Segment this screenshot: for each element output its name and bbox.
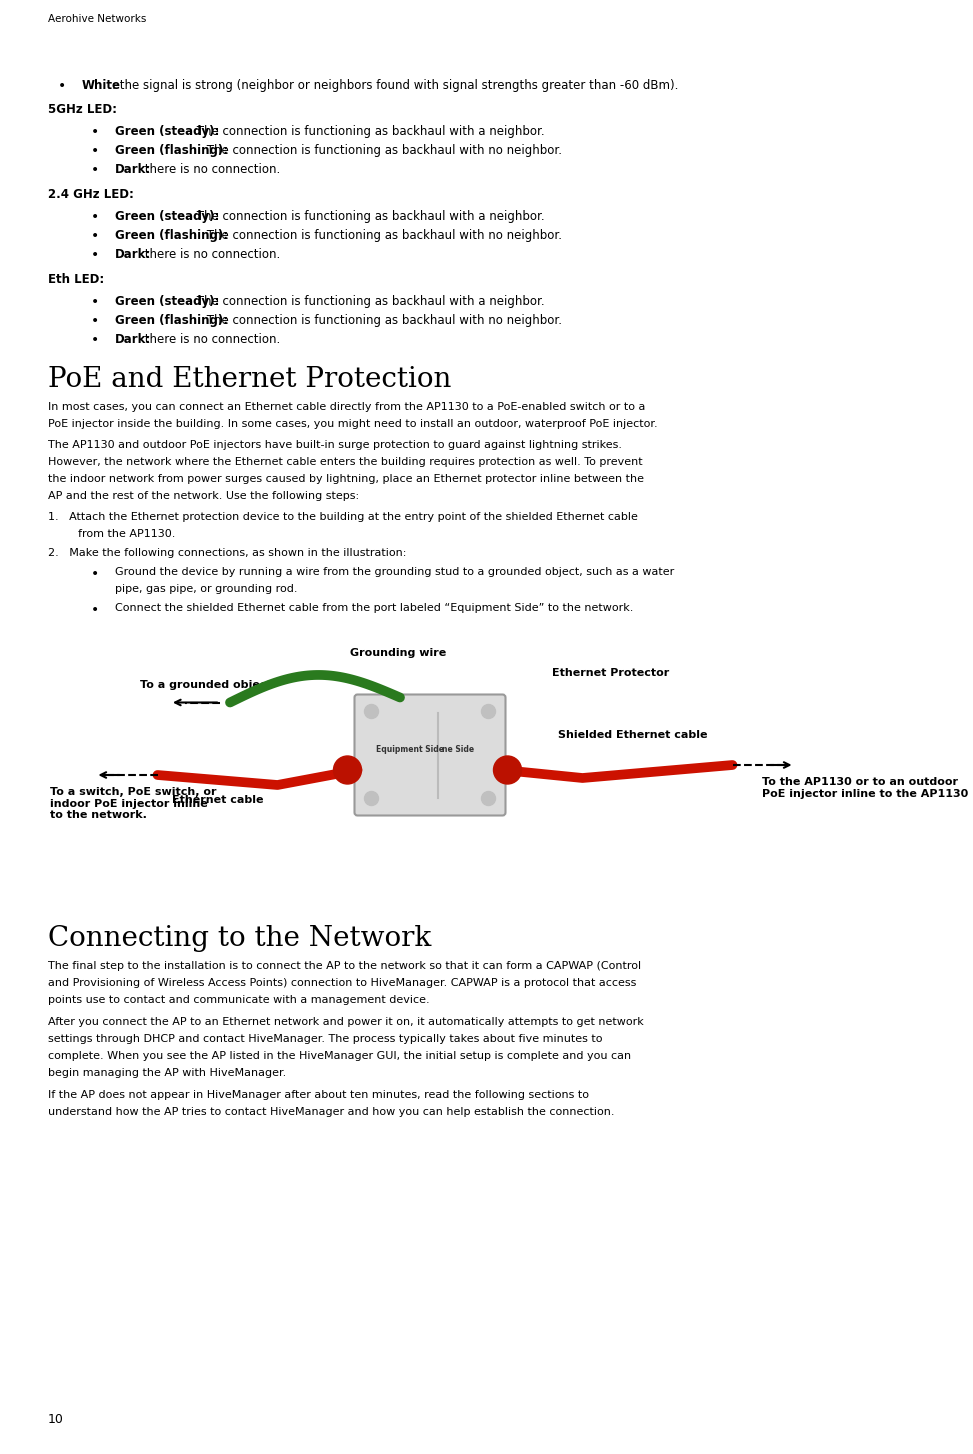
Text: However, the network where the Ethernet cable enters the building requires prote: However, the network where the Ethernet …	[48, 457, 642, 467]
Text: White: White	[82, 79, 121, 92]
Circle shape	[482, 791, 495, 806]
Text: Connect the shielded Ethernet cable from the port labeled “Equipment Side” to th: Connect the shielded Ethernet cable from…	[115, 603, 633, 614]
Circle shape	[334, 756, 362, 784]
Text: PoE and Ethernet Protection: PoE and Ethernet Protection	[48, 366, 451, 393]
Text: 2.   Make the following connections, as shown in the illustration:: 2. Make the following connections, as sh…	[48, 548, 407, 558]
Text: In most cases, you can connect an Ethernet cable directly from the AP1130 to a P: In most cases, you can connect an Ethern…	[48, 401, 645, 411]
Text: Green (steady):: Green (steady):	[115, 295, 219, 308]
Text: settings through DHCP and contact HiveManager. The process typically takes about: settings through DHCP and contact HiveMa…	[48, 1034, 602, 1044]
Text: The connection is functioning as backhaul with a neighbor.: The connection is functioning as backhau…	[193, 209, 545, 222]
Text: •: •	[90, 144, 99, 158]
Text: Eth LED:: Eth LED:	[48, 273, 104, 286]
Text: Green (steady):: Green (steady):	[115, 125, 219, 138]
FancyBboxPatch shape	[354, 695, 506, 816]
Text: PoE injector inside the building. In some cases, you might need to install an ou: PoE injector inside the building. In som…	[48, 419, 658, 429]
Text: Dark:: Dark:	[115, 333, 151, 346]
Text: •: •	[90, 295, 99, 310]
Text: begin managing the AP with HiveManager.: begin managing the AP with HiveManager.	[48, 1069, 286, 1077]
Text: •: •	[90, 209, 99, 224]
Text: there is no connection.: there is no connection.	[141, 163, 280, 176]
Text: Dark:: Dark:	[115, 163, 151, 176]
Text: The connection is functioning as backhaul with no neighbor.: The connection is functioning as backhau…	[203, 144, 562, 157]
Text: •: •	[90, 567, 99, 582]
Text: Ethernet Protector: Ethernet Protector	[553, 667, 669, 678]
Text: Green (flashing):: Green (flashing):	[115, 314, 228, 327]
Text: 10: 10	[48, 1413, 64, 1426]
Text: •: •	[90, 228, 99, 243]
Circle shape	[365, 705, 378, 718]
Text: 5GHz LED:: 5GHz LED:	[48, 103, 117, 116]
Text: The AP1130 and outdoor PoE injectors have built-in surge protection to guard aga: The AP1130 and outdoor PoE injectors hav…	[48, 441, 622, 449]
Text: 1.   Attach the Ethernet protection device to the building at the entry point of: 1. Attach the Ethernet protection device…	[48, 512, 638, 522]
Text: The connection is functioning as backhaul with a neighbor.: The connection is functioning as backhau…	[193, 295, 545, 308]
Circle shape	[493, 756, 522, 784]
Text: Grounding wire: Grounding wire	[350, 647, 447, 657]
Text: Ethernet cable: Ethernet cable	[172, 795, 264, 806]
Text: •: •	[90, 163, 99, 177]
Text: Equipment Side: Equipment Side	[376, 744, 444, 755]
Text: AP and the rest of the network. Use the following steps:: AP and the rest of the network. Use the …	[48, 491, 359, 502]
Text: : the signal is strong (neighbor or neighbors found with signal strengths greate: : the signal is strong (neighbor or neig…	[112, 79, 678, 92]
Text: •: •	[90, 603, 99, 616]
Circle shape	[365, 791, 378, 806]
Text: ne Side: ne Side	[442, 744, 474, 755]
Text: understand how the AP tries to contact HiveManager and how you can help establis: understand how the AP tries to contact H…	[48, 1106, 615, 1117]
Text: complete. When you see the AP listed in the HiveManager GUI, the initial setup i: complete. When you see the AP listed in …	[48, 1051, 631, 1061]
Text: Dark:: Dark:	[115, 249, 151, 262]
Text: Aerohive Networks: Aerohive Networks	[48, 15, 146, 25]
Text: The connection is functioning as backhaul with no neighbor.: The connection is functioning as backhau…	[203, 228, 562, 241]
Text: After you connect the AP to an Ethernet network and power it on, it automaticall: After you connect the AP to an Ethernet …	[48, 1016, 644, 1027]
Text: Green (flashing):: Green (flashing):	[115, 228, 228, 241]
Text: The connection is functioning as backhaul with no neighbor.: The connection is functioning as backhau…	[203, 314, 562, 327]
Text: there is no connection.: there is no connection.	[141, 249, 280, 262]
Text: •: •	[90, 333, 99, 348]
Text: there is no connection.: there is no connection.	[141, 333, 280, 346]
Text: •: •	[90, 249, 99, 262]
Text: 2.4 GHz LED:: 2.4 GHz LED:	[48, 188, 134, 201]
Text: To the AP1130 or to an outdoor
PoE injector inline to the AP1130: To the AP1130 or to an outdoor PoE injec…	[763, 776, 969, 798]
Text: points use to contact and communicate with a management device.: points use to contact and communicate wi…	[48, 995, 430, 1005]
Text: The connection is functioning as backhaul with a neighbor.: The connection is functioning as backhau…	[193, 125, 545, 138]
Text: •: •	[57, 79, 66, 93]
Text: •: •	[90, 125, 99, 140]
Text: Shielded Ethernet cable: Shielded Ethernet cable	[558, 730, 707, 740]
Circle shape	[482, 705, 495, 718]
Text: pipe, gas pipe, or grounding rod.: pipe, gas pipe, or grounding rod.	[115, 585, 298, 595]
Text: the indoor network from power surges caused by lightning, place an Ethernet prot: the indoor network from power surges cau…	[48, 474, 644, 484]
Text: If the AP does not appear in HiveManager after about ten minutes, read the follo: If the AP does not appear in HiveManager…	[48, 1090, 589, 1101]
Text: Ground the device by running a wire from the grounding stud to a grounded object: Ground the device by running a wire from…	[115, 567, 674, 577]
Text: The final step to the installation is to connect the AP to the network so that i: The final step to the installation is to…	[48, 961, 641, 971]
Text: and Provisioning of Wireless Access Points) connection to HiveManager. CAPWAP is: and Provisioning of Wireless Access Poin…	[48, 979, 636, 989]
Text: •: •	[90, 314, 99, 329]
Text: To a switch, PoE switch, or
indoor PoE injector inline
to the network.: To a switch, PoE switch, or indoor PoE i…	[50, 787, 217, 820]
Text: from the AP1130.: from the AP1130.	[78, 529, 175, 539]
Text: Connecting to the Network: Connecting to the Network	[48, 925, 431, 952]
Text: Green (steady):: Green (steady):	[115, 209, 219, 222]
Text: Green (flashing):: Green (flashing):	[115, 144, 228, 157]
Text: To a grounded object: To a grounded object	[140, 680, 271, 691]
